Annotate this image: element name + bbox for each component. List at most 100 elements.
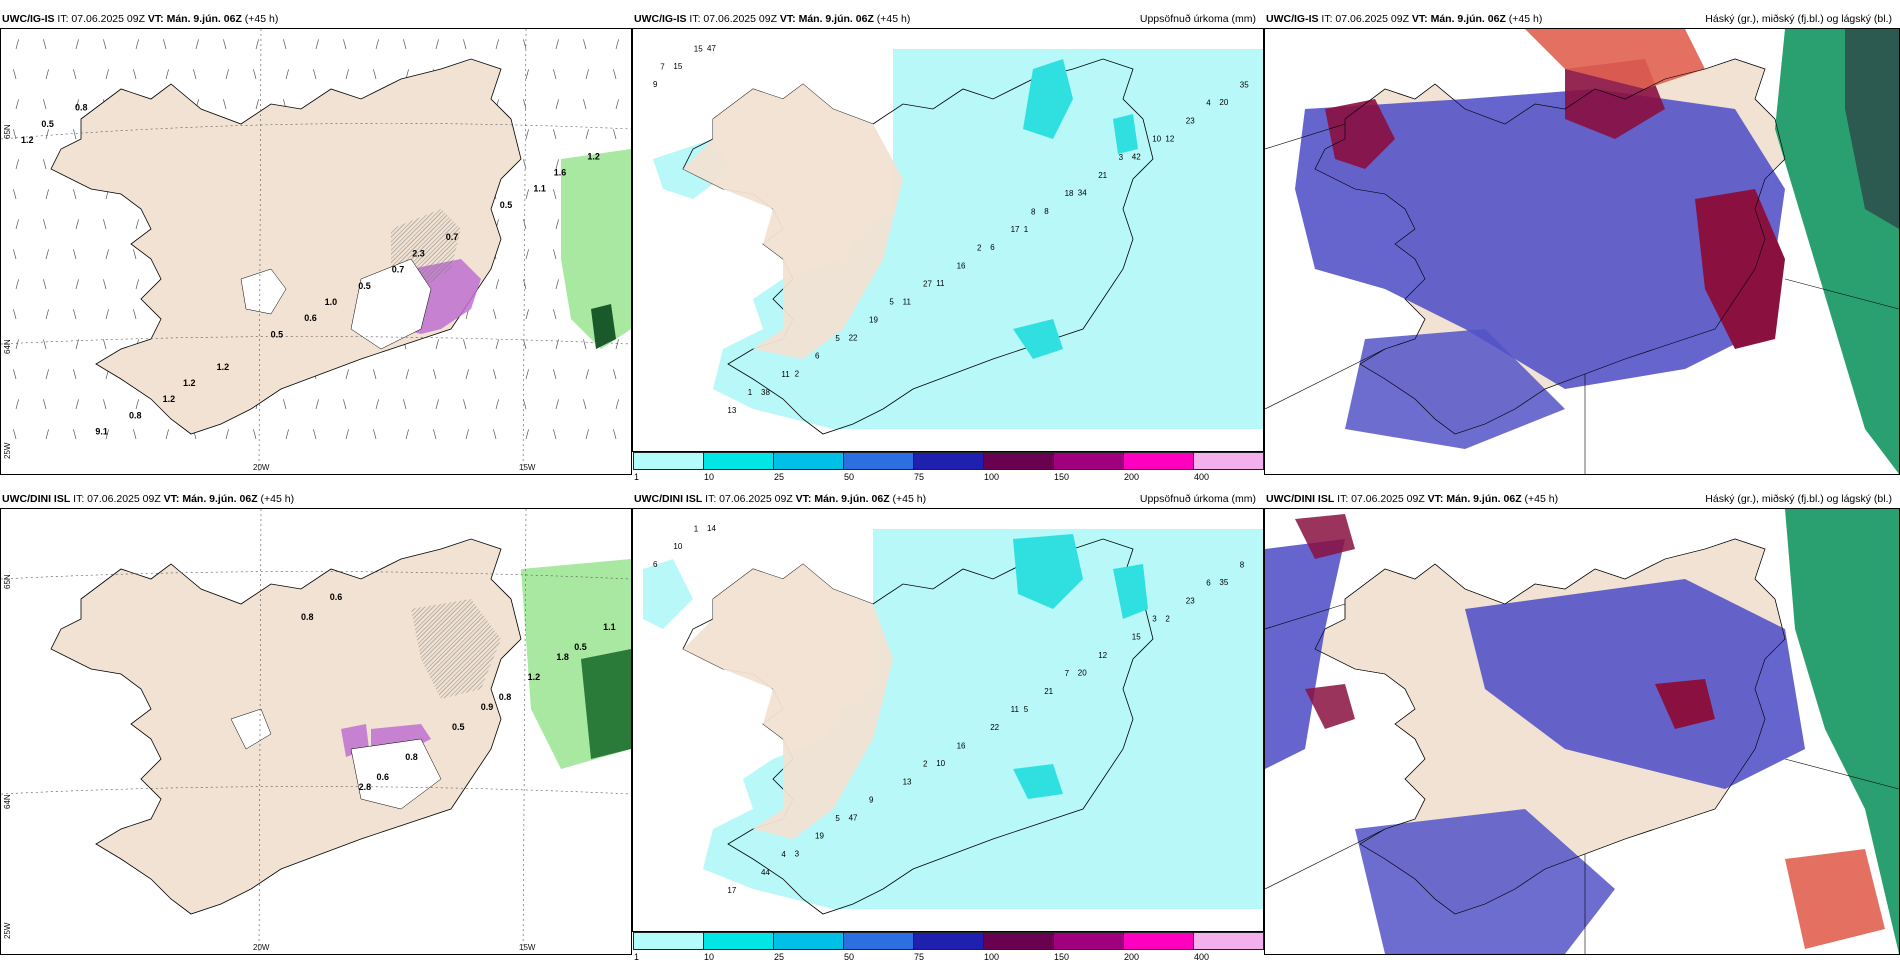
valid-label: VT:	[1411, 13, 1428, 25]
map-value-label: 1	[748, 388, 753, 397]
map-value-label: 3	[1152, 615, 1157, 624]
wind-barb	[193, 69, 197, 80]
precip-light-area	[703, 529, 1263, 909]
map-value-label: 42	[1132, 153, 1141, 162]
lead-time: (+45 h)	[260, 493, 295, 505]
wind-barb	[73, 69, 77, 80]
wind-barb	[315, 39, 319, 50]
init-time: IT: 07.06.2025 09Z	[1321, 13, 1409, 25]
wind-barb	[313, 429, 317, 440]
panel-header: UWC/IG-IS IT: 07.06.2025 09Z VT: Mán. 9.…	[632, 10, 1264, 28]
precip-map[interactable]: 6 5 3 2 10 14 20 47 35 22 44 15 13 10 21 19 23 16 17 12 9 8 11…	[632, 508, 1264, 932]
valid-time: Mán. 9.jún. 06Z	[182, 493, 258, 505]
colorbar-cell	[913, 932, 984, 950]
valid-label: VT:	[147, 13, 164, 25]
wind-barb	[73, 129, 77, 140]
map-value-label: 0.6	[330, 592, 343, 602]
map-value-label: 0.7	[392, 265, 405, 275]
wind-barb	[105, 249, 109, 260]
colorbar-cell	[983, 932, 1054, 950]
colorbar-label: 10	[704, 952, 715, 962]
wind-precip-type-map[interactable]: 0.8 0.8 0.6 0.5 0.5 0.6 1.2 0.8 1.1 0.9 2.8 1.8 65N…	[0, 508, 632, 955]
wind-barb	[375, 399, 379, 410]
colorbar-cell	[983, 452, 1054, 470]
lead-time: (+45 h)	[1508, 13, 1543, 25]
wind-barb	[285, 69, 289, 80]
colorbar-cell	[1193, 932, 1264, 950]
lon-label-3: 25W	[3, 922, 12, 939]
wind-barb	[255, 39, 259, 50]
map-value-label: 0.5	[452, 722, 465, 732]
map-value-label: 7	[1065, 669, 1070, 678]
wind-barb	[555, 39, 559, 50]
colorbar-cell	[1123, 452, 1194, 470]
lon-label: 20W	[253, 463, 270, 472]
map-value-label: 1.2	[183, 378, 196, 388]
map-value-label: 21	[1044, 687, 1053, 696]
map-value-label: 38	[761, 388, 770, 397]
wind-barb	[15, 219, 19, 230]
wind-barb	[585, 429, 589, 440]
map-value-label: 35	[1219, 578, 1228, 587]
model-name: UWC/DINI ISL	[2, 493, 71, 505]
wind-barb	[133, 249, 137, 260]
colorbar-label: 50	[844, 952, 855, 962]
cloud-title: Háský (gr.), miðský (fj.bl.) og lágský (…	[1705, 13, 1892, 25]
wind-barb	[13, 129, 17, 140]
wind-barb	[585, 69, 589, 80]
map-value-label: 16	[957, 261, 966, 270]
wind-barb	[583, 399, 587, 410]
wind-barb	[223, 39, 227, 50]
map-value-label: 34	[1078, 189, 1087, 198]
wind-barb	[495, 279, 499, 290]
map-value-label: 0.5	[574, 642, 587, 652]
wind-barb	[103, 279, 107, 290]
precip-mid-ne-2	[1113, 114, 1138, 154]
map-value-label: 0.5	[41, 119, 54, 129]
map-value-label: 2.8	[359, 782, 372, 792]
map-value-label: 1.2	[528, 672, 541, 682]
wind-barb	[135, 219, 139, 230]
map-value-label: 1.1	[603, 622, 616, 632]
lead-time: (+45 h)	[876, 13, 911, 25]
init-time: IT: 07.06.2025 09Z	[689, 13, 777, 25]
map-value-label: 1.6	[554, 168, 567, 178]
cloud-title: Háský (gr.), miðský (fj.bl.) og lágský (…	[1705, 493, 1892, 505]
colorbar-label: 100	[984, 952, 1000, 962]
map-value-label: 2	[977, 243, 982, 252]
wind-barb	[75, 219, 79, 230]
map-value-label: 9	[869, 796, 874, 805]
precip-value-labels: 6532101420473522441513102119231617129811…	[653, 524, 1245, 895]
model-name: UWC/DINI ISL	[634, 493, 703, 505]
colorbar-label: 200	[1124, 472, 1140, 482]
wind-barb	[15, 339, 19, 350]
map-value-label: 0.9	[481, 702, 494, 712]
wind-barb	[405, 429, 409, 440]
wind-barb	[583, 39, 587, 50]
map-value-label: 13	[727, 406, 736, 415]
map-value-label: 1.1	[533, 184, 546, 194]
panel-header: UWC/DINI ISL IT: 07.06.2025 09Z VT: Mán.…	[632, 490, 1264, 508]
precip-map[interactable]: 9 1 2 12 11 47 34 22 20 6 38 42 11 15 8 6 23 16 13 21 19 35 17…	[632, 28, 1264, 452]
valid-time: Mán. 9.jún. 06Z	[166, 13, 242, 25]
lat-label: 65N	[3, 574, 12, 589]
wind-precip-type-map[interactable]: 1.2 0.7 1.2 1.1 0.6 0.8 0.7 1.2 1.2 0.5 0.8 0.5 0.5 0…	[0, 28, 632, 475]
map-value-label: 1.2	[163, 394, 176, 404]
map-value-label: 27	[923, 280, 932, 289]
map-value-label: 1.8	[556, 652, 569, 662]
map-graphic	[1265, 509, 1899, 954]
wind-barb	[15, 39, 19, 50]
wind-barb	[225, 69, 229, 80]
map-value-label: 15	[1132, 633, 1141, 642]
map-value-label: 1.2	[587, 151, 600, 161]
colorbar-label: 75	[914, 952, 925, 962]
wind-barb	[135, 279, 139, 290]
white-patch-1	[240, 268, 287, 315]
cloud-map[interactable]	[1264, 28, 1900, 475]
colorbar-label: 50	[844, 472, 855, 482]
map-value-label: 0.6	[377, 772, 390, 782]
colorbar-label: 150	[1054, 952, 1070, 962]
cloud-map[interactable]	[1264, 508, 1900, 955]
coastline-outline	[1265, 58, 1899, 474]
wind-barb	[373, 69, 377, 80]
